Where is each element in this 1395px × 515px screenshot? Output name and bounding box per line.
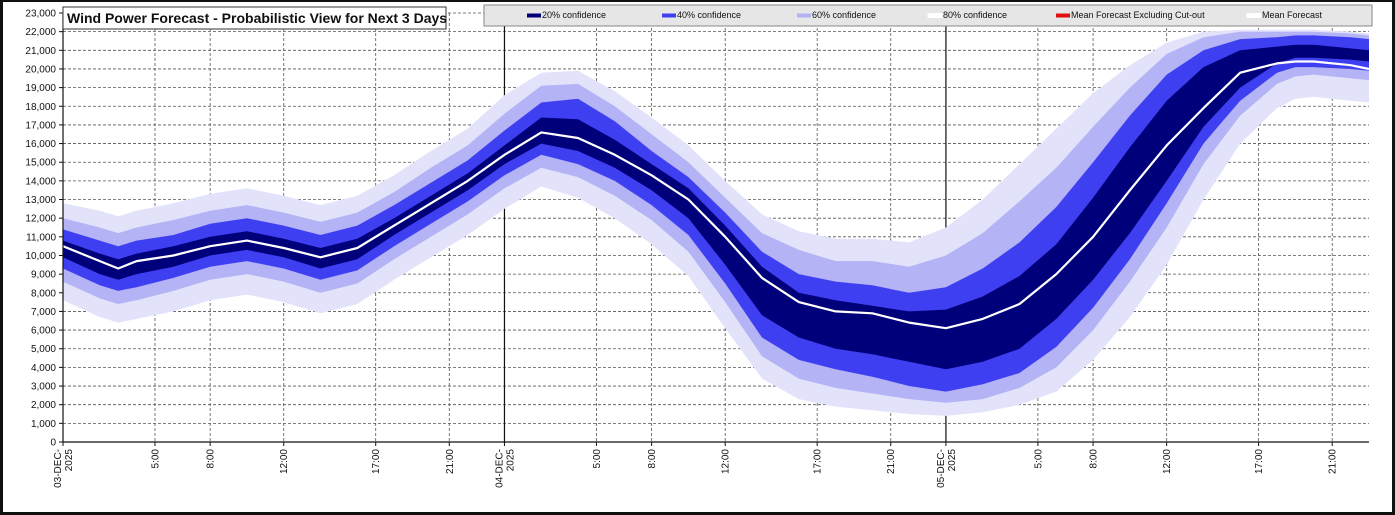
x-tick-label: 5:00 bbox=[1033, 449, 1044, 469]
x-tick-label: 05-DEC- bbox=[936, 449, 947, 488]
legend-label: Mean Forecast bbox=[1262, 10, 1323, 20]
x-tick-labels: 03-DEC- 2025 5:00 8:00 12:00 17:00 21:00 04-DEC… bbox=[53, 449, 1339, 488]
legend-label: 40% confidence bbox=[677, 10, 741, 20]
y-tick-label: 21,000 bbox=[25, 46, 56, 57]
y-tick-label: 20,000 bbox=[25, 64, 56, 75]
y-tick-label: 22,000 bbox=[25, 27, 56, 38]
legend-swatch bbox=[527, 13, 541, 18]
y-tick-label: 15,000 bbox=[25, 158, 56, 169]
y-tick-label: 13,000 bbox=[25, 195, 56, 206]
x-tick-label: 5:00 bbox=[150, 449, 161, 469]
x-tick-label: 8:00 bbox=[1089, 449, 1100, 469]
y-tick-label: 0 bbox=[50, 438, 56, 449]
legend-swatch bbox=[797, 13, 811, 18]
y-tick-label: 18,000 bbox=[25, 102, 56, 113]
x-tick-label: 17:00 bbox=[371, 449, 382, 474]
x-tick-label: 21:00 bbox=[445, 449, 456, 474]
y-tick-label: 3,000 bbox=[31, 382, 56, 393]
y-tick-label: 17,000 bbox=[25, 120, 56, 131]
legend-label: 60% confidence bbox=[812, 10, 876, 20]
x-tick-label: 12:00 bbox=[1162, 449, 1173, 474]
x-tick-label: 2025 bbox=[505, 449, 516, 472]
forecast-lines bbox=[62, 60, 1370, 330]
x-tick-label: 04-DEC- bbox=[494, 449, 505, 488]
x-tick-label: 8:00 bbox=[647, 449, 658, 469]
x-tick-label: 2025 bbox=[947, 449, 958, 472]
y-tick-label: 11,000 bbox=[26, 232, 56, 243]
y-tick-label: 4,000 bbox=[31, 363, 56, 374]
axes bbox=[59, 12, 1369, 446]
legend-swatch bbox=[1056, 13, 1070, 18]
legend-label: 80% confidence bbox=[943, 10, 1007, 20]
x-tick-label: 2025 bbox=[64, 449, 75, 472]
y-tick-label: 9,000 bbox=[31, 270, 56, 281]
x-tick-label: 21:00 bbox=[1328, 449, 1339, 474]
y-tick-label: 5,000 bbox=[31, 344, 56, 355]
legend-swatch bbox=[662, 13, 676, 18]
x-tick-label: 12:00 bbox=[721, 449, 732, 474]
x-tick-label: 17:00 bbox=[813, 449, 824, 474]
x-tick-label: 21:00 bbox=[886, 449, 897, 474]
y-tick-label: 12,000 bbox=[25, 214, 56, 225]
y-tick-labels: 0 1,000 2,000 3,000 4,000 5,000 6,000 7,000 8,00… bbox=[25, 9, 56, 449]
y-tick-label: 2,000 bbox=[31, 400, 56, 411]
legend-swatch bbox=[1246, 13, 1262, 18]
y-tick-label: 16,000 bbox=[25, 139, 56, 150]
y-tick-label: 8,000 bbox=[31, 288, 56, 299]
chart-title: Wind Power Forecast - Probabilistic View… bbox=[67, 10, 447, 26]
y-tick-label: 6,000 bbox=[31, 326, 56, 337]
y-tick-label: 10,000 bbox=[25, 251, 56, 262]
x-tick-label: 8:00 bbox=[206, 449, 217, 469]
title-box: Wind Power Forecast - Probabilistic View… bbox=[62, 6, 447, 30]
legend: 20% confidence 40% confidence 60% confiden… bbox=[483, 4, 1373, 27]
legend-label: Mean Forecast Excluding Cut-out bbox=[1071, 10, 1205, 20]
y-tick-label: 19,000 bbox=[25, 83, 56, 94]
legend-label: 20% confidence bbox=[542, 10, 606, 20]
x-tick-label: 12:00 bbox=[279, 449, 290, 474]
x-tick-label: 17:00 bbox=[1254, 449, 1265, 474]
y-tick-label: 7,000 bbox=[31, 307, 56, 318]
confidence-bands bbox=[63, 29, 1369, 416]
x-tick-label: 5:00 bbox=[592, 449, 603, 469]
band-20-confidence bbox=[63, 44, 1369, 370]
y-tick-label: 14,000 bbox=[25, 176, 56, 187]
x-tick-label: 03-DEC- bbox=[53, 449, 64, 488]
y-tick-label: 1,000 bbox=[31, 419, 56, 430]
y-tick-label: 23,000 bbox=[25, 9, 56, 20]
title-background bbox=[62, 6, 447, 30]
legend-swatch bbox=[927, 13, 943, 18]
mean-forecast-line bbox=[62, 60, 1370, 330]
